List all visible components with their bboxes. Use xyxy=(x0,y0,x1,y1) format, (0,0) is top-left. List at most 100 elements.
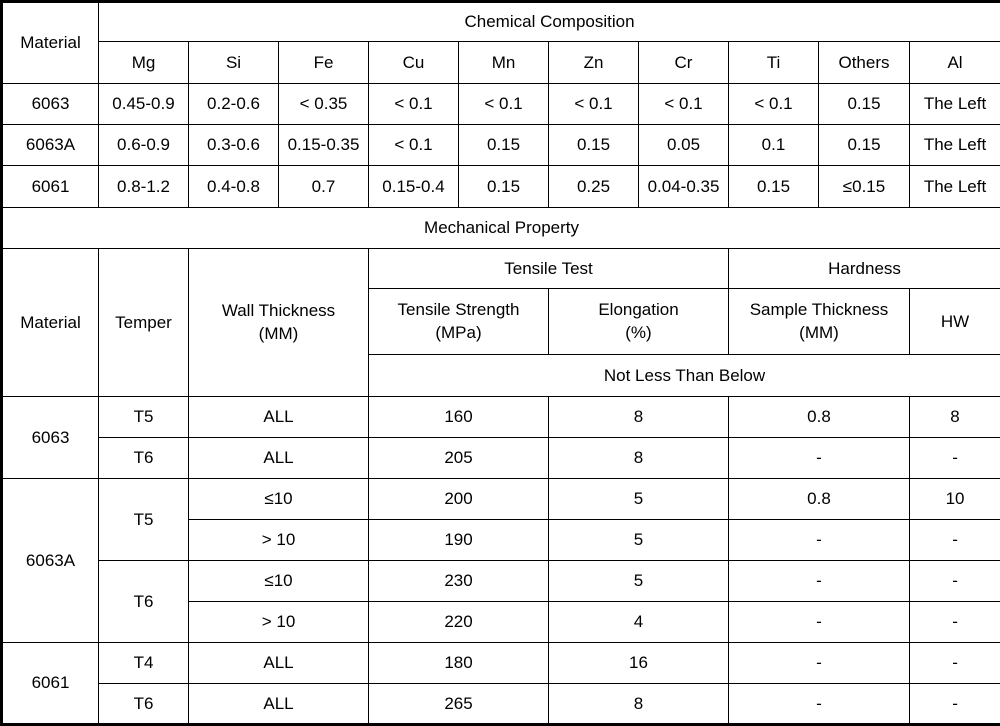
chem-value-cell: 0.4-0.8 xyxy=(189,166,279,208)
chem-value-cell: < 0.1 xyxy=(639,84,729,125)
mech-hw-header: HW xyxy=(910,289,1000,355)
chem-value-cell: 0.15 xyxy=(819,125,910,166)
mech-material-cell: 6063A xyxy=(2,479,99,643)
chem-value-cell: 0.6-0.9 xyxy=(99,125,189,166)
mech-ts-cell: 265 xyxy=(369,684,549,725)
chem-value-cell: 0.15 xyxy=(729,166,819,208)
mech-el-cell: 5 xyxy=(549,479,729,520)
mech-ts-cell: 200 xyxy=(369,479,549,520)
chem-value-cell: 0.15 xyxy=(459,125,549,166)
chem-value-cell: 0.8-1.2 xyxy=(99,166,189,208)
mech-st-cell: - xyxy=(729,684,910,725)
chem-value-cell: ≤0.15 xyxy=(819,166,910,208)
elongation-label-line1: Elongation xyxy=(549,299,728,322)
chem-value-cell: < 0.1 xyxy=(369,125,459,166)
mech-temper-cell: T5 xyxy=(99,479,189,561)
mech-ts-cell: 180 xyxy=(369,643,549,684)
mech-temper-cell: T6 xyxy=(99,561,189,643)
mech-temper-cell: T6 xyxy=(99,684,189,725)
chem-value-cell: 0.15-0.35 xyxy=(279,125,369,166)
elongation-label-line2: (%) xyxy=(549,322,728,345)
mech-hw-cell: 8 xyxy=(910,397,1000,438)
mech-hw-cell: - xyxy=(910,602,1000,643)
chem-col-header-cr: Cr xyxy=(639,42,729,84)
mech-wall-cell: > 10 xyxy=(189,520,369,561)
mech-elongation-header: Elongation (%) xyxy=(549,289,729,355)
chem-col-header-ti: Ti xyxy=(729,42,819,84)
mech-hw-cell: - xyxy=(910,520,1000,561)
mech-el-cell: 8 xyxy=(549,397,729,438)
chem-value-cell: 0.1 xyxy=(729,125,819,166)
mech-ts-cell: 190 xyxy=(369,520,549,561)
mech-note: Not Less Than Below xyxy=(369,355,1000,397)
mech-el-cell: 5 xyxy=(549,561,729,602)
mech-row: T6 ≤10 230 5 - - xyxy=(2,561,1000,602)
mech-row: T6 ALL 205 8 - - xyxy=(2,438,1000,479)
mech-el-cell: 8 xyxy=(549,684,729,725)
chem-material-cell: 6063A xyxy=(2,125,99,166)
chem-col-header-mg: Mg xyxy=(99,42,189,84)
mech-wall-cell: > 10 xyxy=(189,602,369,643)
chem-value-cell: < 0.1 xyxy=(369,84,459,125)
mech-ts-cell: 205 xyxy=(369,438,549,479)
chem-value-cell: < 0.1 xyxy=(459,84,549,125)
mech-ts-cell: 220 xyxy=(369,602,549,643)
chem-col-header-si: Si xyxy=(189,42,279,84)
chem-value-cell: 0.15 xyxy=(459,166,549,208)
chem-value-cell: < 0.1 xyxy=(549,84,639,125)
mech-sample-thickness-header: Sample Thickness (MM) xyxy=(729,289,910,355)
mech-temper-cell: T6 xyxy=(99,438,189,479)
wall-thickness-label-line1: Wall Thickness xyxy=(189,300,368,323)
wall-thickness-label-line2: (MM) xyxy=(189,323,368,346)
mech-el-cell: 16 xyxy=(549,643,729,684)
chem-value-cell: 0.25 xyxy=(549,166,639,208)
chem-value-cell: The Left xyxy=(910,166,1000,208)
tensile-strength-label-line2: (MPa) xyxy=(369,322,548,345)
mech-temper-header: Temper xyxy=(99,249,189,397)
mech-hw-cell: - xyxy=(910,561,1000,602)
mech-ts-cell: 160 xyxy=(369,397,549,438)
chem-value-cell: 0.2-0.6 xyxy=(189,84,279,125)
mech-wall-cell: ALL xyxy=(189,643,369,684)
mech-row: 6063 T5 ALL 160 8 0.8 8 xyxy=(2,397,1000,438)
mech-st-cell: - xyxy=(729,561,910,602)
chem-value-cell: 0.3-0.6 xyxy=(189,125,279,166)
chem-value-cell: 0.04-0.35 xyxy=(639,166,729,208)
chem-value-cell: 0.45-0.9 xyxy=(99,84,189,125)
mech-section-title: Mechanical Property xyxy=(2,208,1000,249)
mech-wall-thickness-header: Wall Thickness (MM) xyxy=(189,249,369,397)
mech-tensile-strength-header: Tensile Strength (MPa) xyxy=(369,289,549,355)
tensile-strength-label-line1: Tensile Strength xyxy=(369,299,548,322)
mech-wall-cell: ALL xyxy=(189,397,369,438)
mech-hw-cell: - xyxy=(910,684,1000,725)
mech-material-cell: 6061 xyxy=(2,643,99,725)
chem-col-header-mn: Mn xyxy=(459,42,549,84)
mech-el-cell: 4 xyxy=(549,602,729,643)
mech-row: 6061 T4 ALL 180 16 - - xyxy=(2,643,1000,684)
chem-value-cell: 0.15 xyxy=(549,125,639,166)
mech-st-cell: 0.8 xyxy=(729,397,910,438)
mech-st-cell: - xyxy=(729,438,910,479)
mech-wall-cell: ≤10 xyxy=(189,561,369,602)
chem-value-cell: < 0.1 xyxy=(729,84,819,125)
mech-st-cell: 0.8 xyxy=(729,479,910,520)
mech-temper-cell: T5 xyxy=(99,397,189,438)
chem-col-header-others: Others xyxy=(819,42,910,84)
mech-material-header: Material xyxy=(2,249,99,397)
chem-material-cell: 6063 xyxy=(2,84,99,125)
mech-wall-cell: ALL xyxy=(189,438,369,479)
mech-material-cell: 6063 xyxy=(2,397,99,479)
mech-el-cell: 5 xyxy=(549,520,729,561)
mech-st-cell: - xyxy=(729,643,910,684)
chem-material-header: Material xyxy=(2,2,99,84)
mech-hardness-header: Hardness xyxy=(729,249,1000,289)
chem-value-cell: < 0.35 xyxy=(279,84,369,125)
chem-col-header-fe: Fe xyxy=(279,42,369,84)
mech-row: T6 ALL 265 8 - - xyxy=(2,684,1000,725)
chem-value-cell: The Left xyxy=(910,84,1000,125)
chem-row-6063a: 6063A 0.6-0.9 0.3-0.6 0.15-0.35 < 0.1 0.… xyxy=(2,125,1000,166)
mech-row: 6063A T5 ≤10 200 5 0.8 10 xyxy=(2,479,1000,520)
chem-value-cell: The Left xyxy=(910,125,1000,166)
chem-col-header-cu: Cu xyxy=(369,42,459,84)
